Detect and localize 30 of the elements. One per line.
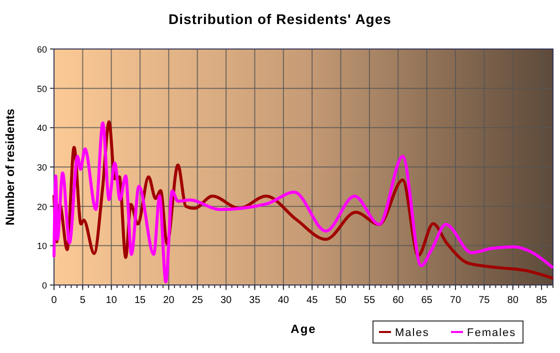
x-tick-label: 15 — [134, 295, 146, 306]
x-tick-label: 80 — [507, 295, 519, 306]
legend-label: Females — [467, 327, 516, 339]
x-tick-label: 40 — [278, 295, 290, 306]
y-tick-label: 40 — [36, 123, 47, 134]
x-tick-label: 75 — [478, 295, 490, 306]
x-tick-label: 45 — [306, 295, 318, 306]
x-tick-label: 30 — [220, 295, 232, 306]
x-tick-label: 85 — [536, 295, 548, 306]
y-tick-label: 30 — [36, 162, 47, 172]
y-tick-label: 50 — [36, 84, 47, 94]
x-tick-label: 5 — [80, 295, 86, 306]
x-tick-label: 50 — [335, 295, 347, 306]
y-tick-label: 60 — [36, 44, 47, 54]
x-tick-label: 25 — [192, 295, 204, 306]
x-axis-title: Age — [290, 322, 316, 336]
x-tick-label: 60 — [392, 295, 404, 306]
x-tick-label: 10 — [106, 295, 118, 306]
x-tick-label: 0 — [51, 295, 58, 306]
y-axis-title: Number of residents — [3, 108, 17, 226]
y-tick-label: 0 — [42, 280, 47, 290]
legend-label: Males — [395, 327, 430, 339]
x-tick-label: 70 — [450, 295, 462, 306]
y-tick-label: 20 — [36, 202, 47, 212]
y-tick-label: 10 — [36, 241, 47, 252]
x-tick-label: 35 — [249, 295, 261, 306]
chart-title: Distribution of Residents' Ages — [168, 11, 392, 27]
x-tick-label: 55 — [364, 295, 376, 306]
x-tick-label: 20 — [163, 295, 175, 306]
x-tick-label: 65 — [421, 295, 433, 306]
